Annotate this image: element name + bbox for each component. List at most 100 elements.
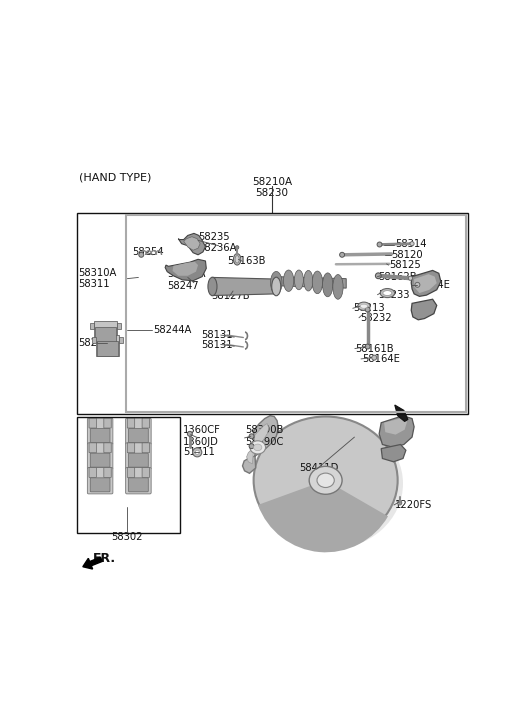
- FancyBboxPatch shape: [127, 443, 135, 453]
- Polygon shape: [118, 337, 123, 343]
- Bar: [76, 417, 179, 533]
- FancyBboxPatch shape: [88, 418, 113, 444]
- Ellipse shape: [312, 271, 322, 294]
- Wedge shape: [258, 481, 388, 553]
- FancyBboxPatch shape: [129, 478, 148, 492]
- FancyBboxPatch shape: [88, 467, 113, 494]
- Text: 58302: 58302: [112, 531, 143, 542]
- Text: FR.: FR.: [93, 552, 116, 565]
- Ellipse shape: [340, 252, 345, 257]
- Ellipse shape: [193, 448, 202, 457]
- Polygon shape: [92, 337, 97, 343]
- FancyBboxPatch shape: [142, 467, 150, 478]
- Ellipse shape: [236, 246, 239, 249]
- Polygon shape: [93, 321, 117, 342]
- FancyBboxPatch shape: [88, 443, 113, 469]
- FancyBboxPatch shape: [142, 443, 150, 453]
- Ellipse shape: [294, 270, 303, 290]
- Text: (HAND TYPE): (HAND TYPE): [79, 173, 151, 183]
- Text: 58232: 58232: [360, 313, 391, 323]
- Polygon shape: [97, 341, 118, 356]
- FancyBboxPatch shape: [142, 418, 150, 428]
- Text: 58125: 58125: [389, 260, 421, 270]
- Polygon shape: [173, 262, 198, 276]
- Text: 58213: 58213: [354, 303, 386, 313]
- Ellipse shape: [380, 289, 395, 297]
- Ellipse shape: [365, 307, 370, 312]
- FancyBboxPatch shape: [126, 467, 151, 494]
- Ellipse shape: [249, 443, 254, 449]
- Polygon shape: [381, 444, 406, 462]
- FancyBboxPatch shape: [127, 418, 135, 428]
- Ellipse shape: [408, 276, 413, 281]
- Text: 58233: 58233: [378, 289, 410, 300]
- Ellipse shape: [372, 356, 376, 360]
- Polygon shape: [274, 276, 346, 288]
- Text: 58314: 58314: [395, 238, 426, 249]
- Ellipse shape: [309, 466, 342, 494]
- FancyBboxPatch shape: [126, 418, 151, 444]
- FancyBboxPatch shape: [104, 443, 111, 453]
- Text: 58120: 58120: [391, 250, 423, 260]
- Ellipse shape: [304, 270, 313, 291]
- FancyBboxPatch shape: [129, 453, 148, 467]
- Text: 58131: 58131: [201, 340, 233, 350]
- Ellipse shape: [235, 256, 239, 263]
- FancyBboxPatch shape: [104, 467, 111, 478]
- Text: 58164E: 58164E: [362, 354, 400, 364]
- Ellipse shape: [272, 277, 281, 296]
- Text: 1360CF
1360JD: 1360CF 1360JD: [183, 425, 220, 447]
- Text: 58164E: 58164E: [412, 280, 450, 290]
- Text: 58210A
58230: 58210A 58230: [252, 177, 292, 198]
- Polygon shape: [96, 335, 119, 356]
- FancyArrow shape: [83, 557, 102, 569]
- FancyBboxPatch shape: [127, 467, 135, 478]
- Ellipse shape: [410, 241, 414, 246]
- Ellipse shape: [139, 252, 144, 257]
- Text: 58310A
58311: 58310A 58311: [78, 268, 116, 289]
- Polygon shape: [117, 324, 121, 329]
- Ellipse shape: [398, 501, 402, 505]
- FancyBboxPatch shape: [104, 418, 111, 428]
- Polygon shape: [95, 327, 116, 342]
- Ellipse shape: [377, 242, 382, 247]
- FancyBboxPatch shape: [129, 428, 148, 443]
- Polygon shape: [246, 424, 269, 464]
- Polygon shape: [184, 237, 200, 250]
- FancyBboxPatch shape: [90, 428, 110, 443]
- Ellipse shape: [322, 273, 333, 297]
- Polygon shape: [395, 405, 408, 422]
- Text: 58163B: 58163B: [227, 256, 266, 266]
- Text: 1220FS: 1220FS: [395, 500, 432, 510]
- Polygon shape: [212, 278, 276, 296]
- Text: 58411D: 58411D: [299, 463, 338, 473]
- Text: 58244A: 58244A: [78, 338, 116, 348]
- Ellipse shape: [187, 431, 192, 436]
- Ellipse shape: [415, 282, 420, 287]
- Ellipse shape: [249, 434, 254, 438]
- Polygon shape: [414, 274, 437, 293]
- Text: 51711: 51711: [184, 447, 216, 457]
- Polygon shape: [411, 270, 441, 297]
- Ellipse shape: [195, 450, 199, 454]
- Text: 58131: 58131: [201, 330, 233, 340]
- Ellipse shape: [254, 417, 398, 544]
- Ellipse shape: [270, 271, 282, 294]
- Polygon shape: [411, 300, 437, 320]
- Bar: [126, 215, 466, 412]
- Polygon shape: [178, 233, 205, 254]
- Text: 58161B: 58161B: [356, 344, 395, 353]
- Polygon shape: [90, 324, 95, 329]
- Ellipse shape: [333, 275, 343, 300]
- Text: 58237A
58247: 58237A 58247: [167, 269, 205, 291]
- Bar: [76, 213, 468, 414]
- Polygon shape: [384, 419, 407, 435]
- Text: 58244A: 58244A: [153, 325, 191, 335]
- Ellipse shape: [360, 304, 367, 308]
- Ellipse shape: [365, 344, 370, 349]
- Ellipse shape: [208, 277, 217, 296]
- FancyBboxPatch shape: [90, 453, 110, 467]
- Text: 58254: 58254: [132, 247, 164, 257]
- Ellipse shape: [317, 473, 335, 488]
- FancyBboxPatch shape: [90, 478, 110, 492]
